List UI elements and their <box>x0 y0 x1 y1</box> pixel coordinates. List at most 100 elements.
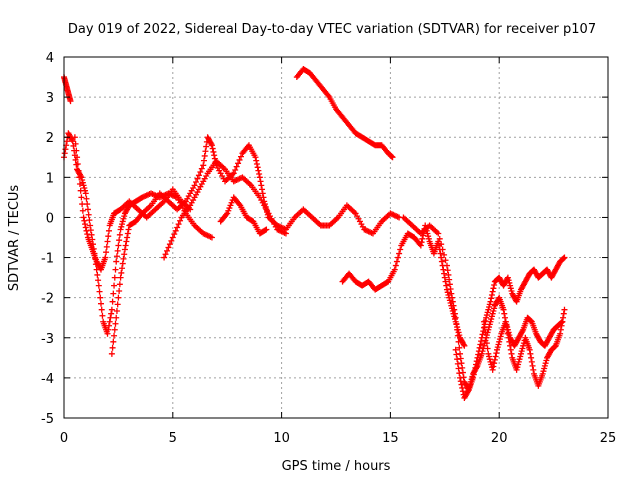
data-point-marker <box>252 154 259 161</box>
axis-ticks: 0 5 10 15 20 25 -5 -4 -3 -2 -1 0 1 2 3 4 <box>41 51 616 446</box>
data-point-marker <box>467 378 474 385</box>
data-point-marker <box>444 267 451 274</box>
y-tick-label: -1 <box>41 252 54 267</box>
data-point-marker <box>115 242 122 249</box>
data-point-marker <box>488 295 495 302</box>
satellite-track-8 <box>339 222 468 349</box>
data-point-marker <box>502 314 509 321</box>
data-point-marker <box>505 329 512 336</box>
data-point-marker <box>116 287 123 294</box>
data-point-marker <box>485 350 492 357</box>
data-point-marker <box>119 260 126 267</box>
data-point-marker <box>437 250 444 257</box>
data-point-marker <box>96 288 103 295</box>
data-point-marker <box>455 338 462 345</box>
data-point-marker <box>530 366 537 373</box>
satellite-track-9 <box>400 214 568 393</box>
data-point-marker <box>118 269 125 276</box>
data-point-marker <box>515 361 522 368</box>
data-point-marker <box>454 360 461 367</box>
data-point-marker <box>174 224 181 231</box>
data-point-marker <box>486 321 493 328</box>
x-axis-label: GPS time / hours <box>282 459 391 474</box>
data-point-marker <box>491 356 498 363</box>
data-point-marker <box>263 206 270 213</box>
data-point-marker <box>424 230 431 237</box>
data-point-marker <box>503 321 510 328</box>
data-point-marker <box>106 318 113 325</box>
data-point-marker <box>489 288 496 295</box>
data-point-marker <box>495 341 502 348</box>
data-point-marker <box>105 326 112 333</box>
satellite-track-7 <box>293 66 396 161</box>
data-point-marker <box>515 358 522 365</box>
data-point-marker <box>496 336 503 343</box>
data-point-marker <box>209 145 216 152</box>
data-point-marker <box>480 318 487 325</box>
data-point-marker <box>468 376 475 383</box>
data-point-marker <box>109 344 116 351</box>
data-point-marker <box>208 142 215 149</box>
data-point-marker <box>168 237 175 244</box>
data-point-marker <box>325 92 332 99</box>
data-point-marker <box>395 254 402 261</box>
data-point-marker <box>453 320 460 327</box>
data-point-marker <box>67 98 74 105</box>
data-point-marker <box>425 235 432 242</box>
data-point-marker <box>517 350 524 357</box>
data-point-marker <box>443 286 450 293</box>
data-point-marker <box>513 366 520 373</box>
data-point-marker <box>81 217 88 224</box>
data-point-marker <box>458 360 465 367</box>
data-point-marker <box>254 164 261 171</box>
data-point-marker <box>446 276 453 283</box>
data-point-marker <box>108 306 115 313</box>
data-point-marker <box>465 386 472 393</box>
data-point-marker <box>441 251 448 258</box>
data-point-marker <box>541 362 548 369</box>
data-point-marker <box>451 316 458 323</box>
data-point-marker <box>121 246 128 253</box>
data-point-marker <box>72 140 79 147</box>
data-point-marker <box>519 328 526 335</box>
data-point-marker <box>557 326 564 333</box>
data-point-marker <box>63 138 70 145</box>
data-point-marker <box>518 348 525 355</box>
data-point-marker <box>110 290 117 297</box>
data-point-marker <box>84 201 91 208</box>
data-point-marker <box>109 298 116 305</box>
data-point-marker <box>443 282 450 289</box>
data-point-marker <box>114 247 121 254</box>
satellite-track-11 <box>480 314 566 373</box>
data-point-marker <box>107 314 114 321</box>
data-point-marker <box>84 206 91 213</box>
x-tick-label: 5 <box>169 431 177 446</box>
data-point-marker <box>500 306 507 313</box>
data-point-marker <box>479 348 486 355</box>
satellite-track-4 <box>108 134 403 357</box>
data-point-marker <box>459 388 466 395</box>
data-point-marker <box>113 314 120 321</box>
data-point-marker <box>490 363 497 370</box>
data-point-marker <box>494 344 501 351</box>
data-point-marker <box>461 342 468 349</box>
data-point-marker <box>435 230 442 237</box>
data-point-marker <box>459 369 466 376</box>
data-point-marker <box>200 162 207 169</box>
data-point-marker <box>117 226 124 233</box>
y-tick-label: -4 <box>41 372 54 387</box>
data-point-marker <box>210 148 217 155</box>
data-point-marker <box>502 318 509 325</box>
data-point-marker <box>112 320 119 327</box>
data-point-marker <box>560 314 567 321</box>
data-point-marker <box>497 333 504 340</box>
data-point-marker <box>454 356 461 363</box>
data-point-marker <box>539 370 546 377</box>
chart-title: Day 019 of 2022, Sidereal Day-to-day VTE… <box>68 22 596 37</box>
data-point-marker <box>450 302 457 309</box>
data-point-marker <box>418 239 425 246</box>
data-point-marker <box>449 298 456 305</box>
data-point-marker <box>111 332 118 339</box>
data-point-marker <box>116 237 123 244</box>
